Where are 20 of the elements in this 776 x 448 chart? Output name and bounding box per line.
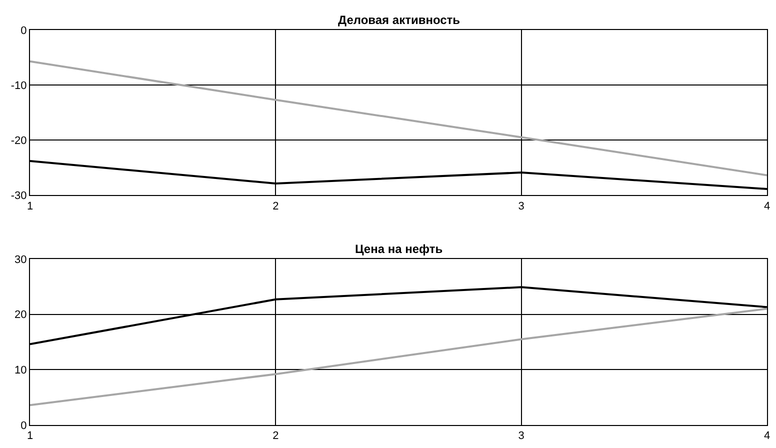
line-series — [30, 308, 767, 406]
y-tick-label: 20 — [14, 309, 27, 322]
x-tick-label: 2 — [272, 430, 279, 442]
y-tick-label: -10 — [10, 80, 27, 92]
x-tick-label: 2 — [272, 200, 279, 212]
y-tick-label: -20 — [10, 134, 27, 147]
x-tick-label: 3 — [518, 200, 524, 212]
line-series — [30, 60, 767, 176]
x-tick-label: 4 — [764, 430, 770, 442]
y-tick-label: 0 — [20, 420, 27, 432]
chart-title: Деловая активность — [338, 13, 460, 27]
x-tick-label: 4 — [764, 200, 770, 212]
y-tick-label: 30 — [14, 254, 27, 266]
chart-title: Цена на нефть — [355, 242, 443, 256]
y-tick-label: -30 — [10, 190, 27, 202]
y-tick-label: 10 — [14, 364, 27, 376]
x-tick-label: 1 — [26, 430, 34, 442]
x-tick-label: 1 — [26, 200, 34, 212]
y-tick-label: 0 — [20, 24, 27, 37]
x-tick-label: 3 — [518, 430, 524, 442]
